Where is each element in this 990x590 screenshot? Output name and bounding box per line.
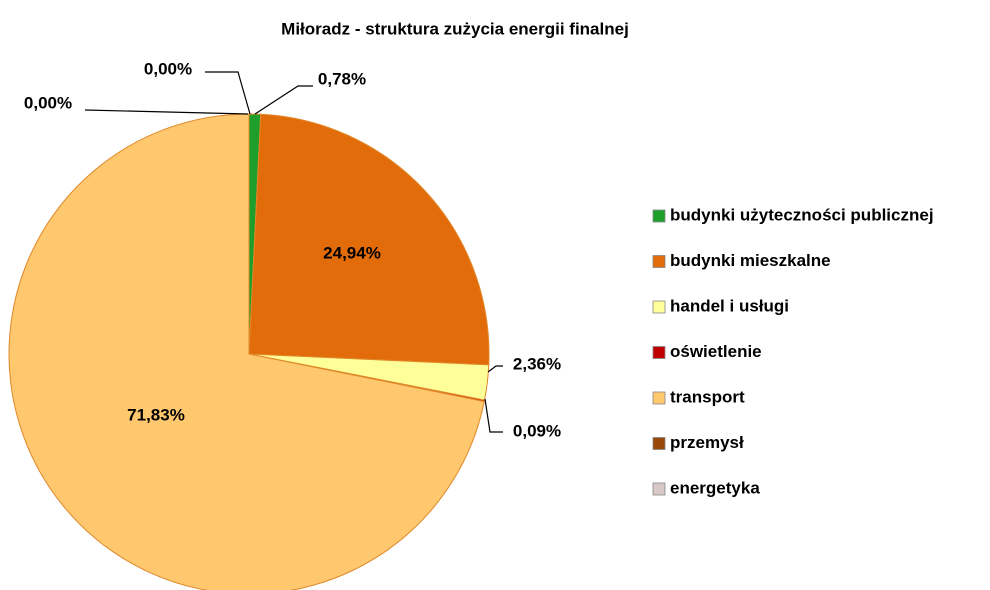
legend-label: handel i usługi — [670, 296, 789, 315]
data-label: 0,00% — [144, 59, 192, 78]
chart-title: Miłoradz - struktura zużycia energii fin… — [281, 19, 629, 38]
legend-swatch — [652, 255, 666, 268]
legend-swatch — [652, 209, 666, 223]
legend-label: oświetlenie — [670, 342, 762, 361]
legend-swatch — [652, 437, 666, 450]
legend-swatch — [652, 482, 666, 496]
legend-label: budynki mieszkalne — [670, 251, 831, 270]
pie-slice — [8, 113, 485, 590]
leader-line — [487, 365, 503, 373]
pie-slice — [248, 113, 490, 366]
leader-line — [484, 398, 503, 433]
data-label: 0,09% — [513, 421, 561, 440]
data-label: 0,00% — [24, 93, 72, 112]
legend-label: budynki użyteczności publicznej — [670, 205, 934, 224]
leader-line — [84, 109, 249, 115]
legend-label: transport — [670, 387, 745, 406]
leader-line — [254, 85, 313, 115]
legend-swatch — [652, 300, 666, 314]
legend-label: energetyka — [670, 478, 760, 497]
data-label: 71,83% — [127, 405, 185, 424]
data-label: 0,78% — [318, 69, 366, 88]
legend-label: przemysł — [670, 433, 744, 452]
data-label: 24,94% — [323, 243, 381, 262]
leader-line — [205, 71, 251, 115]
legend-swatch — [652, 346, 666, 359]
data-label: 2,36% — [513, 354, 561, 373]
legend-swatch — [652, 391, 666, 405]
